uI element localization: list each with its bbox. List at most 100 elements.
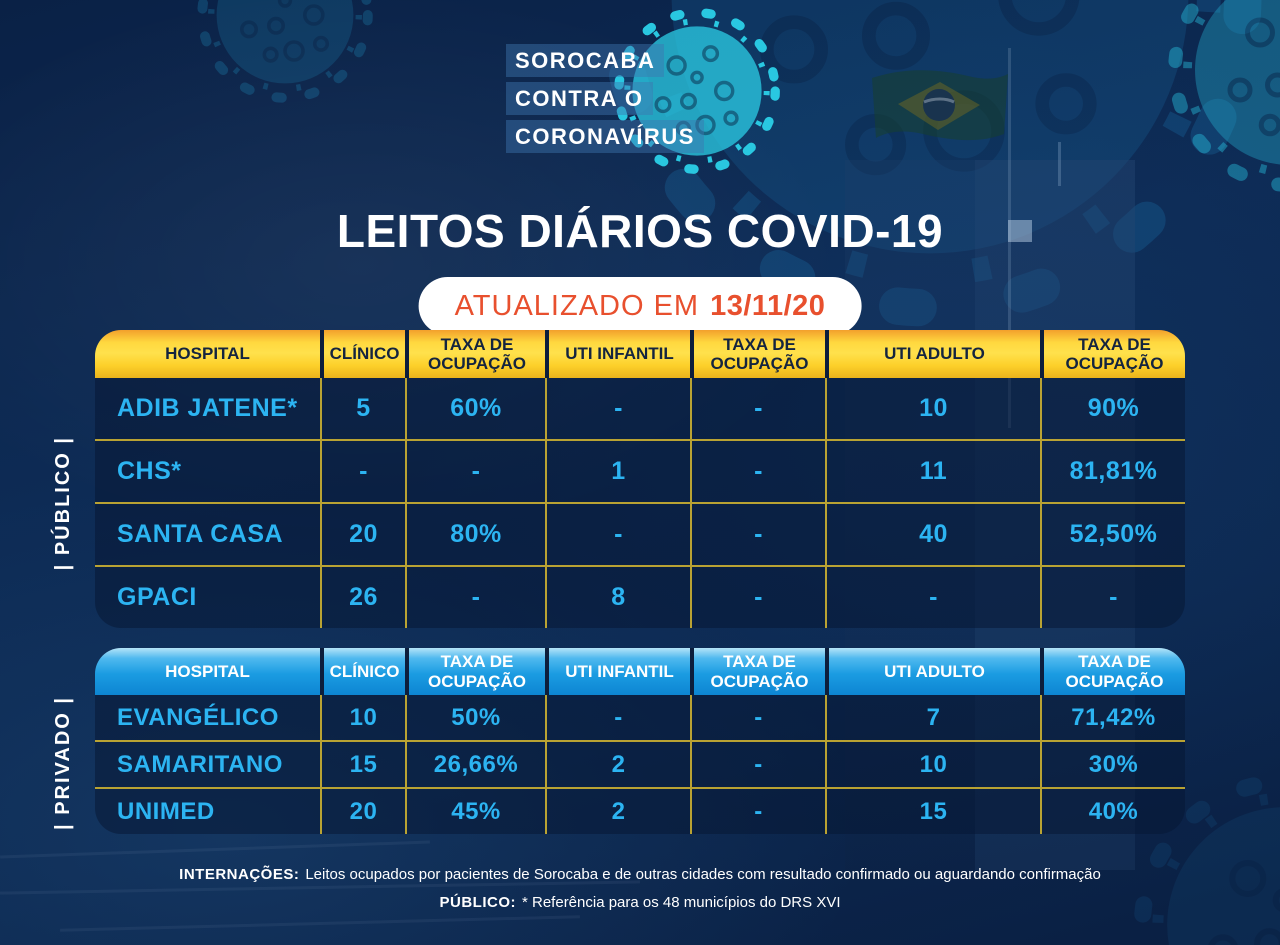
coronavirus-illustration-top-left bbox=[195, 0, 375, 105]
value-cell: 8 bbox=[545, 567, 690, 628]
table-row-chs: CHS* - - 1 - 11 81,81% bbox=[95, 439, 1185, 502]
note-internacoes: INTERNAÇÕES: Leitos ocupados por paciente… bbox=[0, 866, 1280, 883]
value-cell: - bbox=[690, 742, 825, 787]
note-publico-text: * Referência para os 48 municípios do DR… bbox=[522, 894, 841, 911]
value-cell: 26,66% bbox=[405, 742, 545, 787]
public-table-header: HOSPITAL CLÍNICO TAXA DE OCUPAÇÃO UTI IN… bbox=[95, 330, 1185, 378]
logo-line-2: CONTRA O bbox=[506, 82, 704, 115]
table-row-santa-casa: SANTA CASA 20 80% - - 40 52,50% bbox=[95, 502, 1185, 565]
value-cell: 50% bbox=[405, 695, 545, 740]
value-cell: - bbox=[320, 441, 405, 502]
value-cell: - bbox=[690, 695, 825, 740]
hospital-cell: GPACI bbox=[117, 583, 197, 611]
value-cell: - bbox=[690, 567, 825, 628]
value-cell: 20 bbox=[320, 504, 405, 565]
value-cell: - bbox=[690, 378, 825, 439]
side-label-publico: | PÚBLICO | bbox=[52, 436, 74, 571]
hospital-cell: ADIB JATENE* bbox=[117, 394, 298, 422]
column-header-clinico: CLÍNICO bbox=[320, 648, 405, 695]
campaign-logo: SOROCABA CONTRA O CORONAVÍRUS bbox=[506, 44, 704, 158]
value-cell: 15 bbox=[825, 789, 1040, 834]
note-internacoes-text: Leitos ocupados por pacientes de Sorocab… bbox=[305, 866, 1101, 883]
table-row-evangelico: EVANGÉLICO 10 50% - - 7 71,42% bbox=[95, 695, 1185, 740]
column-header-taxa-1: TAXA DE OCUPAÇÃO bbox=[405, 330, 545, 378]
updated-badge: ATUALIZADO EM 13/11/20 bbox=[418, 277, 862, 335]
value-cell: 5 bbox=[320, 378, 405, 439]
value-cell: 80% bbox=[405, 504, 545, 565]
note-publico: PÚBLICO: * Referência para os 48 municípi… bbox=[0, 894, 1280, 911]
updated-label: ATUALIZADO EM bbox=[454, 289, 700, 322]
value-cell: 40% bbox=[1040, 789, 1185, 834]
private-table-header: HOSPITAL CLÍNICO TAXA DE OCUPAÇÃO UTI IN… bbox=[95, 648, 1185, 695]
value-cell: - bbox=[1040, 567, 1185, 628]
column-header-taxa-3: TAXA DE OCUPAÇÃO bbox=[1040, 330, 1185, 378]
hospital-cell: CHS* bbox=[117, 457, 182, 485]
column-header-hospital: HOSPITAL bbox=[165, 661, 250, 681]
table-row-unimed: UNIMED 20 45% 2 - 15 40% bbox=[95, 787, 1185, 834]
value-cell: 40 bbox=[825, 504, 1040, 565]
building-antenna bbox=[1058, 142, 1061, 186]
column-header-clinico: CLÍNICO bbox=[320, 330, 405, 378]
column-header-hospital: HOSPITAL bbox=[165, 344, 250, 364]
column-header-taxa-2: TAXA DE OCUPAÇÃO bbox=[690, 648, 825, 695]
value-cell: 2 bbox=[545, 789, 690, 834]
hospital-cell: UNIMED bbox=[117, 797, 215, 825]
value-cell: 90% bbox=[1040, 378, 1185, 439]
value-cell: - bbox=[690, 789, 825, 834]
column-header-uti-infantil: UTI INFANTIL bbox=[545, 330, 690, 378]
value-cell: - bbox=[545, 695, 690, 740]
footnotes: INTERNAÇÕES: Leitos ocupados por paciente… bbox=[0, 866, 1280, 922]
value-cell: - bbox=[545, 504, 690, 565]
logo-line-3: CORONAVÍRUS bbox=[506, 120, 704, 153]
value-cell: 11 bbox=[825, 441, 1040, 502]
flag-pole bbox=[1008, 48, 1011, 428]
value-cell: - bbox=[405, 441, 545, 502]
updated-date: 13/11/20 bbox=[710, 289, 826, 322]
value-cell: 71,42% bbox=[1040, 695, 1185, 740]
coronavirus-illustration-top-right bbox=[1165, 0, 1280, 195]
value-cell: - bbox=[690, 441, 825, 502]
value-cell: 52,50% bbox=[1040, 504, 1185, 565]
value-cell: 1 bbox=[545, 441, 690, 502]
hospital-cell: SAMARITANO bbox=[117, 750, 283, 778]
value-cell: 10 bbox=[825, 378, 1040, 439]
column-header-taxa-2: TAXA DE OCUPAÇÃO bbox=[690, 330, 825, 378]
column-header-uti-infantil: UTI INFANTIL bbox=[545, 648, 690, 695]
table-row-samaritano: SAMARITANO 15 26,66% 2 - 10 30% bbox=[95, 740, 1185, 787]
value-cell: - bbox=[690, 504, 825, 565]
note-internacoes-label: INTERNAÇÕES: bbox=[179, 866, 300, 883]
page-title: LEITOS DIÁRIOS COVID-19 bbox=[336, 205, 944, 257]
column-header-taxa-3: TAXA DE OCUPAÇÃO bbox=[1040, 648, 1185, 695]
brazil-flag bbox=[872, 70, 1008, 141]
plaza-line bbox=[0, 840, 430, 859]
value-cell: 60% bbox=[405, 378, 545, 439]
building-window bbox=[1008, 220, 1032, 242]
hospital-cell: EVANGÉLICO bbox=[117, 703, 279, 731]
value-cell: - bbox=[405, 567, 545, 628]
value-cell: - bbox=[825, 567, 1040, 628]
column-header-uti-adulto: UTI ADULTO bbox=[825, 648, 1040, 695]
private-hospitals-table: HOSPITAL CLÍNICO TAXA DE OCUPAÇÃO UTI IN… bbox=[95, 648, 1185, 834]
column-header-uti-adulto: UTI ADULTO bbox=[825, 330, 1040, 378]
value-cell: 10 bbox=[825, 742, 1040, 787]
value-cell: - bbox=[545, 378, 690, 439]
value-cell: 10 bbox=[320, 695, 405, 740]
table-row-gpaci: GPACI 26 - 8 - - - bbox=[95, 565, 1185, 628]
value-cell: 45% bbox=[405, 789, 545, 834]
value-cell: 81,81% bbox=[1040, 441, 1185, 502]
public-hospitals-table: HOSPITAL CLÍNICO TAXA DE OCUPAÇÃO UTI IN… bbox=[95, 330, 1185, 628]
value-cell: 30% bbox=[1040, 742, 1185, 787]
value-cell: 26 bbox=[320, 567, 405, 628]
note-publico-label: PÚBLICO: bbox=[439, 894, 516, 911]
value-cell: 15 bbox=[320, 742, 405, 787]
public-table-body: ADIB JATENE* 5 60% - - 10 90% CHS* - - 1… bbox=[95, 378, 1185, 628]
side-label-privado: | PRIVADO | bbox=[52, 696, 74, 830]
logo-line-1: SOROCABA bbox=[506, 44, 704, 77]
value-cell: 20 bbox=[320, 789, 405, 834]
private-table-body: EVANGÉLICO 10 50% - - 7 71,42% SAMARITAN… bbox=[95, 695, 1185, 834]
value-cell: 7 bbox=[825, 695, 1040, 740]
hospital-cell: SANTA CASA bbox=[117, 520, 284, 548]
table-row-adib-jatene: ADIB JATENE* 5 60% - - 10 90% bbox=[95, 378, 1185, 439]
column-header-taxa-1: TAXA DE OCUPAÇÃO bbox=[405, 648, 545, 695]
